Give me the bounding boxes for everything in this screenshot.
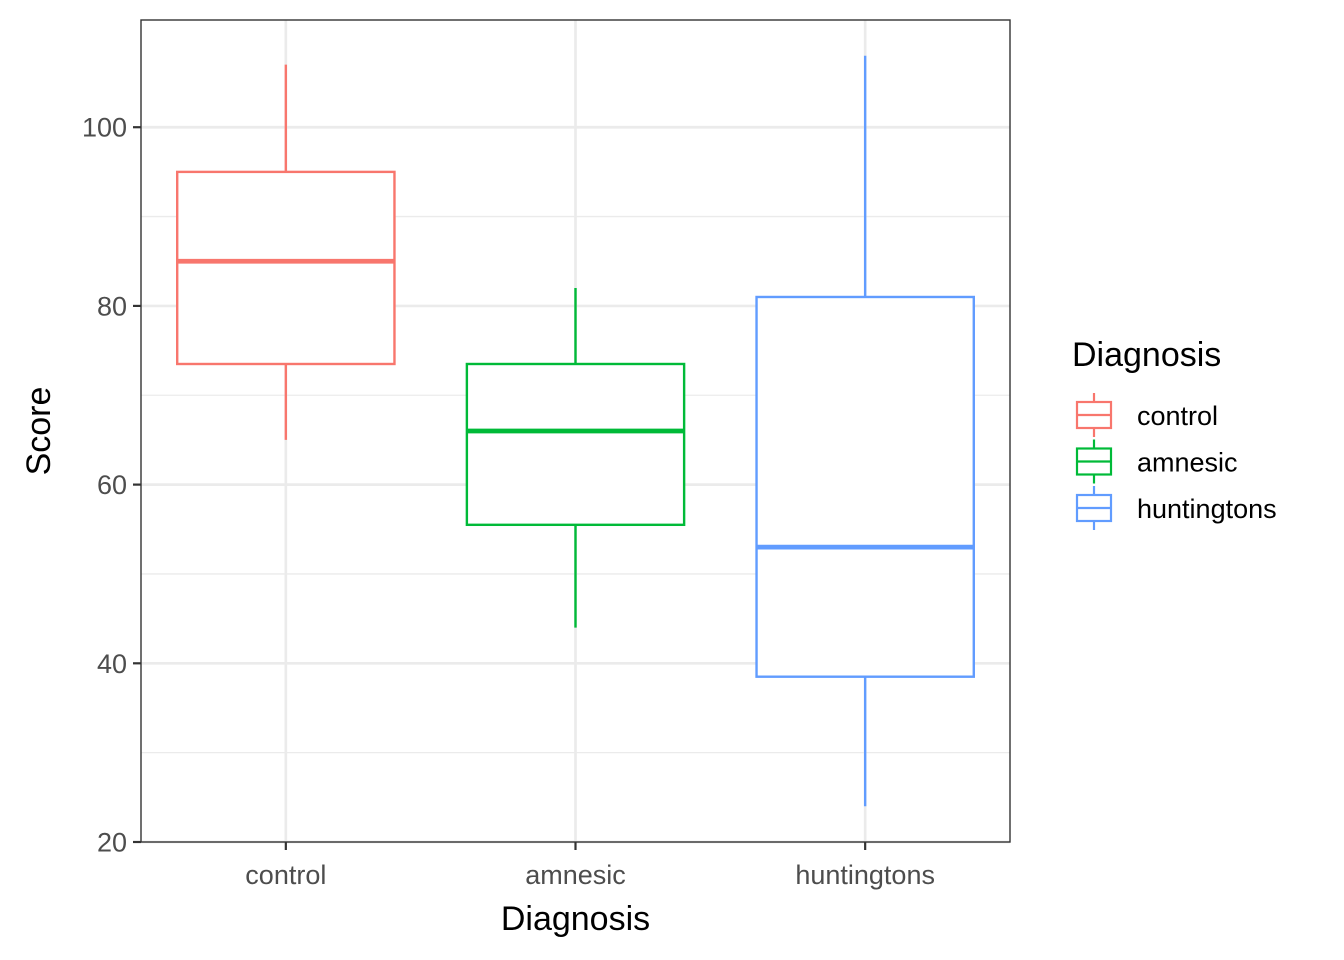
box-huntingtons bbox=[755, 55, 975, 807]
legend-label: control bbox=[1137, 401, 1218, 431]
x-axis: control amnesic huntingtons bbox=[245, 842, 935, 890]
boxes-layer bbox=[176, 55, 975, 807]
x-tick-label: amnesic bbox=[525, 860, 626, 890]
y-tick-label: 100 bbox=[82, 113, 127, 143]
y-tick-label: 20 bbox=[97, 828, 127, 858]
x-tick-label: control bbox=[245, 860, 326, 890]
legend-title: Diagnosis bbox=[1072, 336, 1221, 374]
legend-item-amnesic: amnesic bbox=[1075, 439, 1238, 484]
box-iqr bbox=[176, 170, 396, 366]
legend-label: huntingtons bbox=[1137, 494, 1277, 524]
y-tick-label: 60 bbox=[97, 470, 127, 500]
x-tick-label: huntingtons bbox=[795, 860, 935, 890]
legend-item-huntingtons: huntingtons bbox=[1075, 486, 1277, 530]
y-tick-label: 80 bbox=[97, 291, 127, 321]
y-axis-title: Score bbox=[20, 387, 58, 476]
legend-item-control: control bbox=[1075, 393, 1218, 437]
box-control bbox=[176, 64, 396, 440]
y-tick-label: 40 bbox=[97, 649, 127, 679]
box-iqr bbox=[465, 362, 686, 527]
legend: Diagnosis control amnesic huntingtons bbox=[1072, 336, 1277, 530]
x-axis-title: Diagnosis bbox=[501, 900, 650, 938]
box-iqr bbox=[755, 295, 975, 678]
box-amnesic bbox=[465, 288, 686, 628]
y-axis: 20 40 60 80 100 bbox=[82, 113, 141, 858]
legend-label: amnesic bbox=[1137, 448, 1238, 478]
